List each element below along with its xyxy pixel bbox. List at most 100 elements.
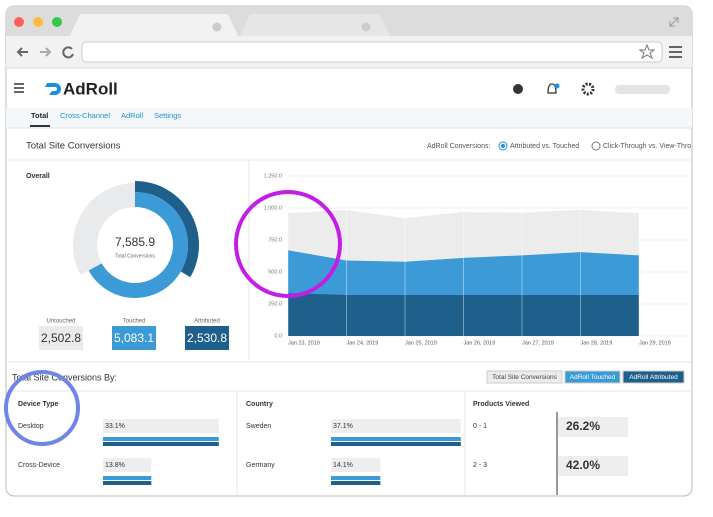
tab-close[interactable]: [361, 22, 371, 32]
reload-icon[interactable]: [62, 46, 74, 59]
legend-button[interactable]: [622, 370, 685, 384]
touched-bar: [103, 437, 219, 441]
y-tick-label: 1,250.0: [264, 173, 282, 179]
column-heading: Country: [246, 401, 273, 408]
back-icon[interactable]: [16, 47, 28, 57]
x-tick-label: Jan 26, 2019: [464, 340, 496, 346]
notify-dot: [554, 83, 560, 89]
expand-icon[interactable]: [669, 17, 679, 27]
tab-bar: [6, 108, 692, 128]
attributed-bar: [103, 481, 152, 485]
highlight-circle: [234, 190, 342, 298]
stat-label: Touched: [123, 319, 146, 325]
share-label: 37.1%: [333, 423, 353, 430]
close-dot[interactable]: [14, 17, 24, 27]
share-label: 13.8%: [105, 462, 125, 469]
help-icon[interactable]: [513, 84, 523, 94]
browser-tab[interactable]: [240, 14, 390, 36]
star-icon[interactable]: [638, 43, 656, 60]
radio[interactable]: [591, 141, 601, 151]
hamburger[interactable]: [14, 83, 24, 93]
row-label: 0 - 1: [473, 423, 487, 430]
forward-icon[interactable]: [40, 47, 52, 57]
x-tick-label: Jan 23, 2019: [288, 340, 320, 346]
overall-label: Overall: [26, 173, 50, 180]
stat-box: [39, 326, 83, 350]
tabs: Total Cross-Channel AdRoll Settings: [30, 111, 181, 127]
blurred-user: [615, 85, 670, 94]
attributed-bar: [331, 442, 461, 446]
settings-icon[interactable]: [581, 82, 595, 96]
donut: Untouched 2,502.8 Touched 5,083.1 Attributed…: [39, 181, 229, 350]
bell-icon[interactable]: [547, 83, 557, 94]
max-dot[interactable]: [52, 17, 62, 27]
x-tick-label: Jan 29, 2019: [639, 340, 671, 346]
stat-value: 2,502.8: [41, 331, 81, 345]
share-box: [331, 419, 461, 433]
share-label: 33.1%: [105, 423, 125, 430]
total-label: Total Conversions: [115, 253, 155, 259]
tab[interactable]: Total: [31, 111, 48, 120]
share-value: 26.2%: [566, 419, 600, 433]
logo-mark: [45, 83, 61, 95]
legend: Total Site Conversions AdRoll Touched AdRo…: [486, 370, 685, 384]
stat-label: Attributed: [194, 319, 220, 325]
tab-close[interactable]: [212, 22, 222, 32]
radio-dot: [501, 144, 505, 148]
tab-underline: [30, 125, 50, 127]
stat-value: 2,530.8: [187, 331, 227, 345]
y-tick-label: 750.0: [268, 237, 282, 243]
share-box: [103, 458, 152, 472]
touched-bar: [103, 476, 152, 480]
attributed-bar: [103, 442, 219, 446]
y-tick-label: 0.0: [274, 333, 282, 339]
toggle-label: AdRoll Conversions:: [427, 143, 490, 150]
untouched-arc: [73, 183, 135, 275]
highlight-circle: [4, 370, 80, 446]
brand: AdRoll: [63, 79, 118, 98]
attributed-arc: [135, 181, 199, 278]
share-label: 14.1%: [333, 462, 353, 469]
x-tick-label: Jan 25, 2019: [405, 340, 437, 346]
share-value: 42.0%: [566, 458, 600, 472]
y-tick-label: 250.0: [268, 301, 282, 307]
stat-box: [185, 326, 229, 350]
breakdown: Device Type Desktop 33.1% Cross-Device 13.8%…: [18, 401, 628, 495]
share-box: [558, 456, 628, 476]
touched-bar: [331, 437, 461, 441]
x-tick-label: Jan 24, 2019: [347, 340, 379, 346]
stat-label: Untouched: [46, 319, 75, 325]
attributed-bar: [331, 481, 381, 485]
row-label: Sweden: [246, 423, 271, 430]
legend-label: AdRoll Touched: [570, 374, 616, 381]
tab[interactable]: Cross-Channel: [60, 111, 110, 120]
row-label: 2 - 3: [473, 462, 487, 469]
radio[interactable]: [498, 141, 508, 151]
option[interactable]: Attributed vs. Touched: [510, 143, 579, 150]
tab[interactable]: AdRoll: [121, 111, 143, 120]
browser-tab[interactable]: [70, 14, 238, 36]
tab[interactable]: Settings: [154, 111, 181, 120]
row-label: Desktop: [18, 423, 44, 430]
share-box: [331, 458, 381, 472]
x-tick-label: Jan 28, 2019: [581, 340, 613, 346]
area-chart: 0.0 250.0 500.0 750.0 1,000.0 1,250.0 Jan 23, …: [264, 173, 692, 346]
legend-button[interactable]: [486, 370, 563, 384]
legend-label: Total Site Conversions: [492, 374, 557, 381]
min-dot[interactable]: [33, 17, 43, 27]
stat-box: [112, 326, 156, 350]
menu-icon[interactable]: [669, 46, 682, 58]
row-label: Germany: [246, 462, 275, 469]
section-title: Total Site Conversions: [26, 141, 121, 152]
option[interactable]: Click-Through vs. View-Thro: [603, 143, 691, 150]
legend-label: AdRoll Attributed: [629, 374, 678, 381]
column-heading: Products Viewed: [473, 401, 529, 408]
y-tick-label: 500.0: [268, 269, 282, 275]
touched-bar: [331, 476, 381, 480]
share-box: [558, 417, 628, 437]
url-field[interactable]: [81, 41, 663, 63]
x-tick-label: Jan 27, 2019: [522, 340, 554, 346]
legend-button[interactable]: [564, 370, 621, 384]
